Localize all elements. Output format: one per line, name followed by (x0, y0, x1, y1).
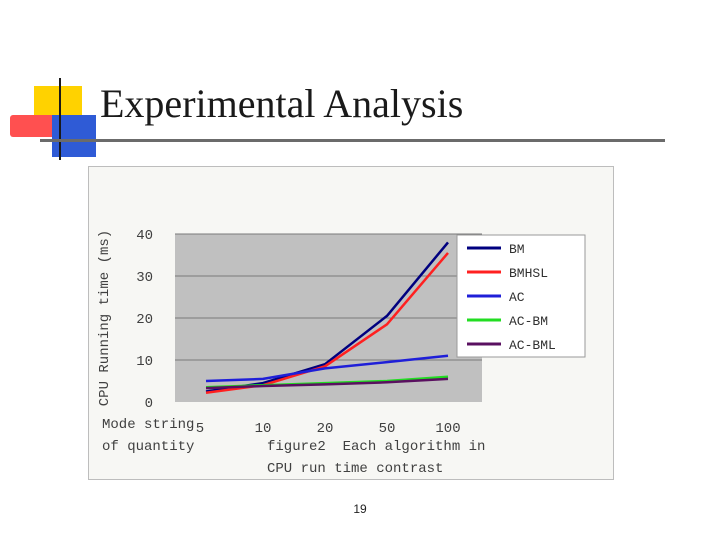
legend-box (456, 234, 586, 358)
x-tick-label: 50 (379, 421, 396, 437)
figure-caption-line2: CPU run time contrast (267, 461, 443, 477)
y-tick-label: 40 (136, 228, 153, 244)
legend-entry: AC-BML (509, 338, 556, 353)
y-tick-label: 0 (145, 396, 153, 412)
y-axis-label: CPU Running time (ms) (97, 230, 113, 406)
y-tick-label: 10 (136, 354, 153, 370)
legend-entry: AC-BM (509, 314, 548, 329)
x-axis-label-line2: of quantity (102, 439, 194, 455)
legend-entry: BMHSL (509, 266, 548, 281)
x-axis-label-line1: Mode string (102, 417, 194, 433)
legend: BM BMHSL AC AC-BM AC-BML (456, 234, 586, 358)
legend-entry: AC (509, 290, 525, 305)
slide-title: Experimental Analysis (100, 81, 464, 126)
y-tick-label: 20 (136, 312, 153, 328)
title-divider (40, 139, 665, 142)
y-tick-label: 30 (136, 270, 153, 286)
chart-figure: 0 10 20 30 40 5 10 20 50 100 CPU Running time (m… (88, 166, 614, 480)
series-line-ac (205, 354, 449, 383)
figure-caption-line1: figure2 Each algorithm in (267, 439, 485, 455)
series-line-ac-bml (205, 377, 449, 390)
line-chart: 0 10 20 30 40 5 10 20 50 100 CPU Running time (m… (97, 228, 586, 477)
x-tick-label: 5 (196, 421, 204, 437)
legend-entry: BM (509, 242, 525, 257)
x-tick-label: 100 (435, 421, 460, 437)
x-tick-label: 20 (317, 421, 334, 437)
page-number: 19 (353, 502, 367, 516)
logo-vertical-line (59, 78, 61, 160)
logo-red-bar (10, 115, 56, 137)
x-tick-label: 10 (255, 421, 272, 437)
